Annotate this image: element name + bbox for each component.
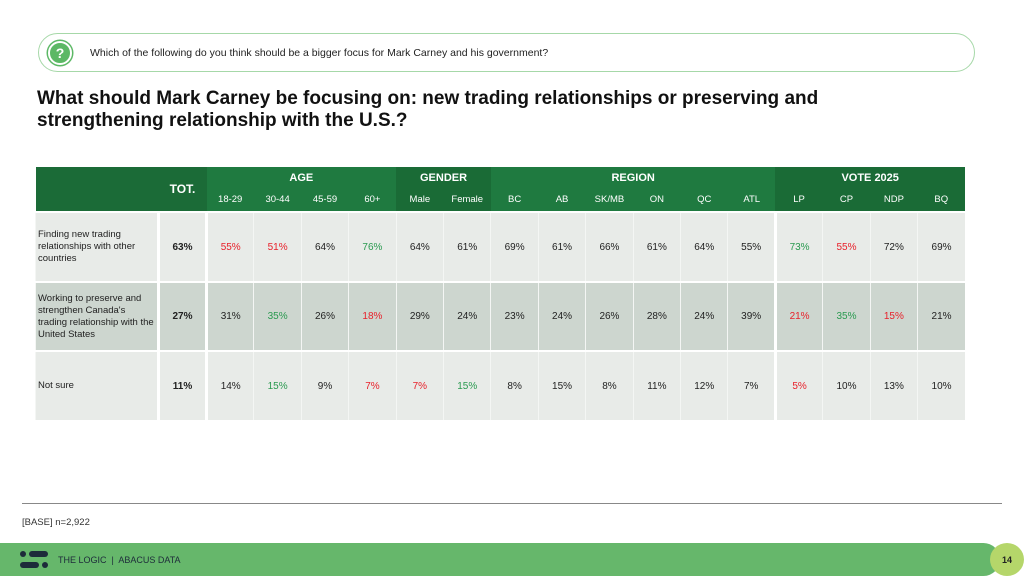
column-header: AB	[538, 188, 586, 212]
value-cell: 7%	[395, 350, 444, 420]
value-cell: 64%	[300, 211, 349, 282]
value-cell: 21%	[773, 281, 823, 351]
value-cell: 35%	[822, 281, 871, 351]
value-cell: 21%	[917, 281, 965, 351]
base-note: [BASE] n=2,922	[22, 517, 90, 528]
value-cell: 61%	[537, 211, 586, 282]
column-header: CP	[822, 188, 871, 212]
group-header: GENDER	[396, 167, 491, 188]
value-cell: 8%	[585, 350, 634, 420]
value-cell: 29%	[395, 281, 444, 351]
value-cell: 61%	[632, 211, 681, 282]
value-cell: 61%	[443, 211, 491, 282]
column-header: NDP	[870, 188, 918, 212]
table-row: Working to preserve and strengthen Canad…	[35, 281, 965, 351]
value-cell: 13%	[869, 350, 918, 420]
logo-icon	[20, 550, 48, 569]
value-cell: 73%	[773, 211, 823, 282]
value-cell: 64%	[680, 211, 728, 282]
value-cell: 69%	[490, 211, 539, 282]
value-cell: 26%	[300, 281, 349, 351]
value-cell: 55%	[822, 211, 871, 282]
question-icon: ?	[48, 40, 72, 65]
value-cell: 11%	[632, 350, 681, 420]
row-label: Not sure	[35, 350, 160, 420]
value-cell: 24%	[537, 281, 586, 351]
question-banner: ? Which of the following do you think sh…	[38, 33, 975, 72]
page-title: What should Mark Carney be focusing on: …	[37, 88, 819, 131]
value-cell: 15%	[443, 350, 491, 420]
value-cell: 8%	[490, 350, 539, 420]
value-cell: 15%	[253, 350, 302, 420]
value-cell: 15%	[537, 350, 586, 420]
value-cell: 24%	[443, 281, 491, 351]
value-cell: 55%	[727, 211, 776, 282]
column-header: 18-29	[206, 188, 254, 212]
column-header: Male	[396, 188, 444, 212]
group-header: AGE	[206, 167, 397, 188]
value-cell: 10%	[917, 350, 965, 420]
total-cell: 11%	[158, 350, 208, 420]
row-label: Working to preserve and strengthen Canad…	[35, 281, 160, 351]
value-cell: 5%	[773, 350, 823, 420]
header-tot: TOT.	[158, 167, 207, 212]
column-header: SK/MB	[585, 188, 634, 212]
row-label: Finding new trading relationships with o…	[35, 211, 160, 282]
value-cell: 14%	[205, 350, 254, 420]
value-cell: 7%	[348, 350, 397, 420]
column-header: BQ	[917, 188, 965, 212]
column-header: 30-44	[253, 188, 302, 212]
table-row: Not sure 11% 14% 15% 9% 7% 7% 15% 8% 15% 8% 11% 12% 7…	[35, 350, 965, 420]
value-cell: 35%	[253, 281, 302, 351]
value-cell: 23%	[490, 281, 539, 351]
question-text: Which of the following do you think shou…	[90, 46, 549, 59]
total-cell: 27%	[158, 281, 208, 351]
value-cell: 64%	[395, 211, 444, 282]
value-cell: 55%	[205, 211, 254, 282]
results-table: TOT. AGE GENDER REGION VOTE 2025 18-29 30-44 4…	[35, 167, 965, 420]
value-cell: 12%	[680, 350, 728, 420]
value-cell: 7%	[727, 350, 776, 420]
group-header: VOTE 2025	[775, 167, 965, 188]
footer-brand: THE LOGIC | ABACUS DATA	[58, 554, 181, 565]
value-cell: 10%	[822, 350, 871, 420]
column-header: QC	[680, 188, 728, 212]
column-header: LP	[775, 188, 823, 212]
value-cell: 15%	[869, 281, 918, 351]
value-cell: 28%	[632, 281, 681, 351]
value-cell: 24%	[680, 281, 728, 351]
value-cell: 51%	[253, 211, 302, 282]
value-cell: 39%	[727, 281, 776, 351]
value-cell: 72%	[869, 211, 918, 282]
column-header: ATL	[727, 188, 776, 212]
group-header: REGION	[490, 167, 776, 188]
column-header: Female	[443, 188, 491, 212]
column-header: 45-59	[301, 188, 349, 212]
total-cell: 63%	[158, 211, 208, 282]
footer-bar: THE LOGIC | ABACUS DATA	[0, 543, 1000, 576]
value-cell: 69%	[917, 211, 965, 282]
header-blank	[35, 167, 159, 212]
column-header: ON	[633, 188, 681, 212]
value-cell: 18%	[348, 281, 397, 351]
value-cell: 26%	[585, 281, 634, 351]
value-cell: 76%	[348, 211, 397, 282]
value-cell: 9%	[300, 350, 349, 420]
column-header: BC	[490, 188, 539, 212]
divider	[22, 503, 1002, 504]
value-cell: 31%	[205, 281, 254, 351]
column-header: 60+	[348, 188, 397, 212]
value-cell: 66%	[585, 211, 634, 282]
page-number: 14	[990, 543, 1024, 576]
table-row: Finding new trading relationships with o…	[35, 211, 965, 282]
